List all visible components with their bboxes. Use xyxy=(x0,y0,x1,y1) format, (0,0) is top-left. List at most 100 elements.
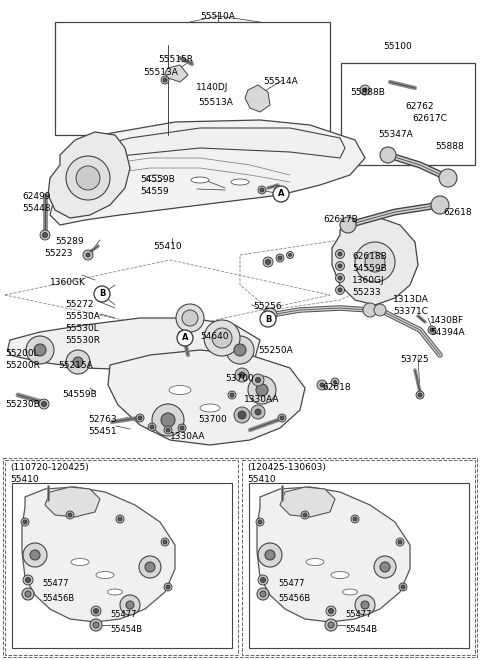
Circle shape xyxy=(94,286,110,302)
Text: 54640: 54640 xyxy=(200,332,228,341)
Circle shape xyxy=(248,376,276,404)
Ellipse shape xyxy=(306,558,324,566)
Text: 52763: 52763 xyxy=(88,415,117,424)
Circle shape xyxy=(126,601,134,609)
Circle shape xyxy=(260,188,264,192)
Circle shape xyxy=(399,583,407,591)
Circle shape xyxy=(180,426,184,430)
Circle shape xyxy=(276,254,284,262)
Text: 1330AA: 1330AA xyxy=(244,395,279,404)
Bar xyxy=(12,483,232,648)
Text: 1360GK: 1360GK xyxy=(50,278,86,287)
Text: 55888: 55888 xyxy=(435,142,464,151)
Circle shape xyxy=(90,619,102,631)
Text: 55513A: 55513A xyxy=(143,68,178,77)
Circle shape xyxy=(204,320,240,356)
Circle shape xyxy=(336,249,345,259)
Circle shape xyxy=(431,196,449,214)
Circle shape xyxy=(23,575,33,585)
Circle shape xyxy=(303,513,307,517)
Circle shape xyxy=(235,368,249,382)
Circle shape xyxy=(328,609,334,614)
Circle shape xyxy=(257,588,269,600)
Bar xyxy=(5,460,238,655)
Ellipse shape xyxy=(108,589,122,595)
Circle shape xyxy=(230,393,234,397)
Polygon shape xyxy=(22,487,175,622)
Text: B: B xyxy=(99,290,105,298)
Circle shape xyxy=(265,259,271,265)
Text: 55410: 55410 xyxy=(153,242,181,251)
Circle shape xyxy=(278,414,286,422)
Circle shape xyxy=(66,511,74,519)
Circle shape xyxy=(86,253,90,257)
Circle shape xyxy=(94,609,98,614)
Circle shape xyxy=(83,250,93,260)
Text: 62499: 62499 xyxy=(22,192,50,201)
Text: 55454B: 55454B xyxy=(110,625,142,634)
Circle shape xyxy=(301,511,309,519)
Circle shape xyxy=(182,310,198,326)
Text: 55100: 55100 xyxy=(383,42,412,51)
Polygon shape xyxy=(48,132,130,218)
Circle shape xyxy=(355,595,375,615)
Text: 55530A: 55530A xyxy=(65,312,100,321)
Circle shape xyxy=(30,550,40,560)
Text: 54559: 54559 xyxy=(140,187,168,196)
Text: 54394A: 54394A xyxy=(430,328,465,337)
Circle shape xyxy=(152,404,184,436)
Circle shape xyxy=(256,518,264,526)
Circle shape xyxy=(139,556,161,578)
Circle shape xyxy=(91,606,101,616)
Ellipse shape xyxy=(331,572,349,579)
Circle shape xyxy=(163,540,167,544)
Circle shape xyxy=(68,513,72,517)
Text: 55200L: 55200L xyxy=(5,349,38,358)
Circle shape xyxy=(25,591,31,597)
Circle shape xyxy=(255,378,261,383)
Circle shape xyxy=(418,393,422,397)
Text: 55272: 55272 xyxy=(65,300,94,309)
Polygon shape xyxy=(50,120,365,225)
Circle shape xyxy=(380,147,396,163)
Circle shape xyxy=(338,288,342,292)
Text: 62618B: 62618B xyxy=(352,252,387,261)
Text: 55233: 55233 xyxy=(352,288,381,297)
Circle shape xyxy=(396,538,404,546)
Text: 1360GJ: 1360GJ xyxy=(352,276,384,285)
Circle shape xyxy=(360,85,370,95)
Bar xyxy=(3,458,477,657)
Circle shape xyxy=(273,186,289,202)
Circle shape xyxy=(120,595,140,615)
Circle shape xyxy=(150,425,154,429)
Bar xyxy=(55,22,330,135)
Text: 55454B: 55454B xyxy=(345,625,377,634)
Circle shape xyxy=(148,423,156,431)
Circle shape xyxy=(355,242,395,282)
Text: 55223: 55223 xyxy=(44,249,72,258)
Text: 54559B: 54559B xyxy=(352,264,387,273)
Circle shape xyxy=(21,518,29,526)
Circle shape xyxy=(265,550,275,560)
Polygon shape xyxy=(280,487,335,517)
Circle shape xyxy=(66,350,90,374)
Polygon shape xyxy=(108,350,305,445)
Circle shape xyxy=(164,426,172,434)
Text: 1313DA: 1313DA xyxy=(393,295,429,304)
Circle shape xyxy=(161,413,175,427)
Circle shape xyxy=(374,304,386,316)
Text: 55410: 55410 xyxy=(247,475,276,484)
Circle shape xyxy=(43,232,48,238)
Ellipse shape xyxy=(71,558,89,566)
Text: 1140DJ: 1140DJ xyxy=(196,83,228,92)
Text: 62617C: 62617C xyxy=(412,114,447,123)
Circle shape xyxy=(161,76,169,84)
Circle shape xyxy=(23,520,27,524)
Ellipse shape xyxy=(146,175,164,181)
Text: 55514A: 55514A xyxy=(263,77,298,86)
Text: 55448: 55448 xyxy=(22,204,50,213)
Ellipse shape xyxy=(231,179,249,185)
Circle shape xyxy=(353,517,357,521)
Text: 55477: 55477 xyxy=(345,610,372,619)
Circle shape xyxy=(287,251,293,259)
